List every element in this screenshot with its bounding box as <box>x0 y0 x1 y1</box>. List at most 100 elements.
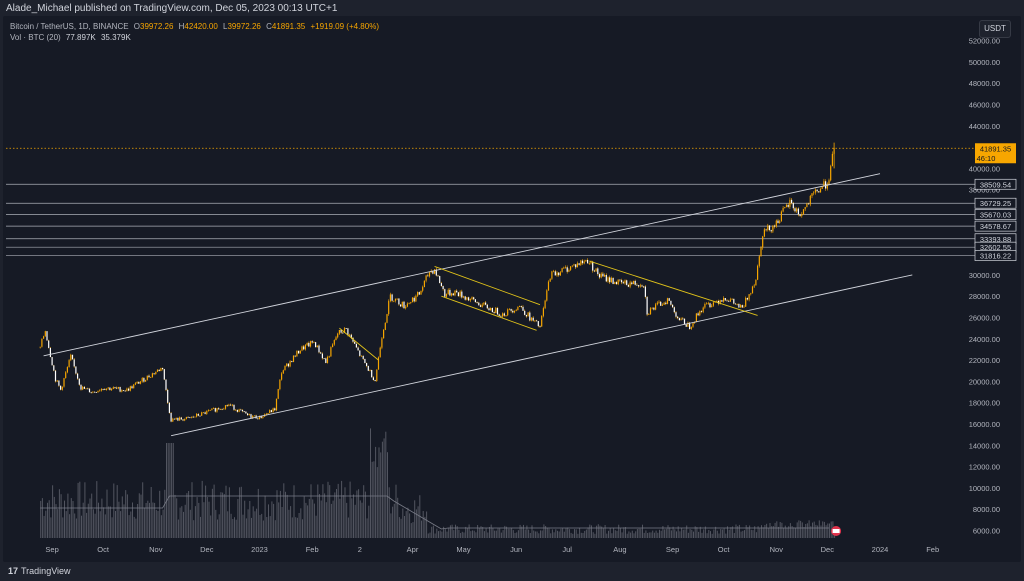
volume-bar <box>664 529 666 538</box>
chart-panel[interactable] <box>3 16 1021 562</box>
volume-ma: 35.379K <box>100 33 131 42</box>
volume-bar <box>519 524 521 538</box>
volume-bar <box>239 487 241 538</box>
price-tick-label: 38000.00 <box>969 186 1000 195</box>
candle-body <box>796 208 798 212</box>
candle-body <box>201 412 203 416</box>
candle-body <box>767 225 769 230</box>
volume-bar <box>312 499 314 538</box>
volume-bar <box>611 533 613 538</box>
candle-body <box>318 345 320 353</box>
volume-bar <box>198 502 200 538</box>
volume-bar <box>517 530 519 538</box>
volume-bar <box>584 530 586 538</box>
volume-bar <box>189 509 191 538</box>
volume-bar <box>164 489 166 538</box>
candle-body <box>512 310 514 313</box>
candle-body <box>71 354 74 360</box>
candle-body <box>124 390 126 392</box>
candle-body <box>668 298 670 301</box>
volume-bar <box>557 530 558 538</box>
candle-body <box>383 329 385 339</box>
candle-body <box>471 297 473 300</box>
candle-body <box>415 295 417 302</box>
candle-body <box>712 302 714 306</box>
candle-body <box>485 302 487 305</box>
candle-body <box>683 318 686 325</box>
currency-button[interactable]: USDT <box>979 20 1011 38</box>
volume-bar <box>45 510 47 538</box>
candle-body <box>524 310 526 315</box>
volume-bar <box>766 523 768 538</box>
candle-body <box>411 297 414 303</box>
candle-body <box>168 402 170 413</box>
volume-bar <box>591 525 592 538</box>
candle-body <box>156 369 159 372</box>
candle-body <box>349 334 351 336</box>
candle-body <box>163 369 165 380</box>
candle-body <box>241 409 244 412</box>
volume-bar <box>172 443 174 538</box>
candle-body <box>192 416 194 418</box>
candle-body <box>180 417 182 420</box>
candle-body <box>634 280 636 285</box>
volume-bar <box>706 533 708 538</box>
candle-body <box>92 391 94 393</box>
candle-body <box>714 301 716 303</box>
candle-body <box>269 410 271 414</box>
candle-body <box>746 298 748 300</box>
volume-bar <box>269 516 271 538</box>
candle-body <box>286 363 288 366</box>
candle-body <box>751 286 754 294</box>
volume-bar <box>708 530 710 538</box>
candle-body <box>107 387 109 389</box>
candle-body <box>357 347 359 351</box>
volume-bar <box>665 528 667 538</box>
candle-body <box>405 306 407 309</box>
price-tick-label: 16000.00 <box>969 420 1000 429</box>
volume-bar <box>500 532 502 538</box>
candle-body <box>167 389 169 403</box>
tradingview-logo[interactable]: 17 TradingView <box>8 566 71 576</box>
volume-bar <box>468 524 470 538</box>
candle-body <box>791 199 793 204</box>
candle-body <box>49 347 51 358</box>
volume-bar <box>698 531 700 538</box>
volume-bar <box>157 511 159 538</box>
volume-bar <box>310 484 312 538</box>
volume-bar <box>89 498 91 538</box>
candle-body <box>301 346 303 351</box>
volume-bar <box>349 481 351 538</box>
volume-bar <box>432 525 434 538</box>
volume-bar <box>337 483 339 538</box>
volume-bar <box>749 525 751 538</box>
candle-body <box>65 372 67 379</box>
volume-bar <box>347 517 349 538</box>
candle-body <box>665 302 667 304</box>
candle-body <box>274 408 276 411</box>
candle-body <box>682 318 684 320</box>
candle-body <box>445 294 448 297</box>
volume-bar <box>723 528 725 538</box>
candle-body <box>814 189 816 193</box>
volume-bar <box>421 520 422 538</box>
volume-bar <box>240 486 242 538</box>
volume-bar <box>115 511 116 538</box>
volume-bar <box>625 527 626 538</box>
volume-bar <box>281 507 283 538</box>
candle-body <box>270 410 272 413</box>
volume-bar <box>126 494 128 538</box>
volume-bar <box>74 513 76 538</box>
candle-body <box>423 280 425 288</box>
volume-bar <box>728 529 730 538</box>
volume-bar <box>472 530 473 538</box>
candle-body <box>488 308 490 311</box>
candle-body <box>660 301 662 306</box>
volume-bar <box>784 525 786 538</box>
volume-bar <box>232 519 234 538</box>
time-tick-label: Sep <box>666 545 679 554</box>
candle-body <box>673 307 675 313</box>
candle-body <box>340 329 342 333</box>
volume-bar <box>553 532 555 538</box>
